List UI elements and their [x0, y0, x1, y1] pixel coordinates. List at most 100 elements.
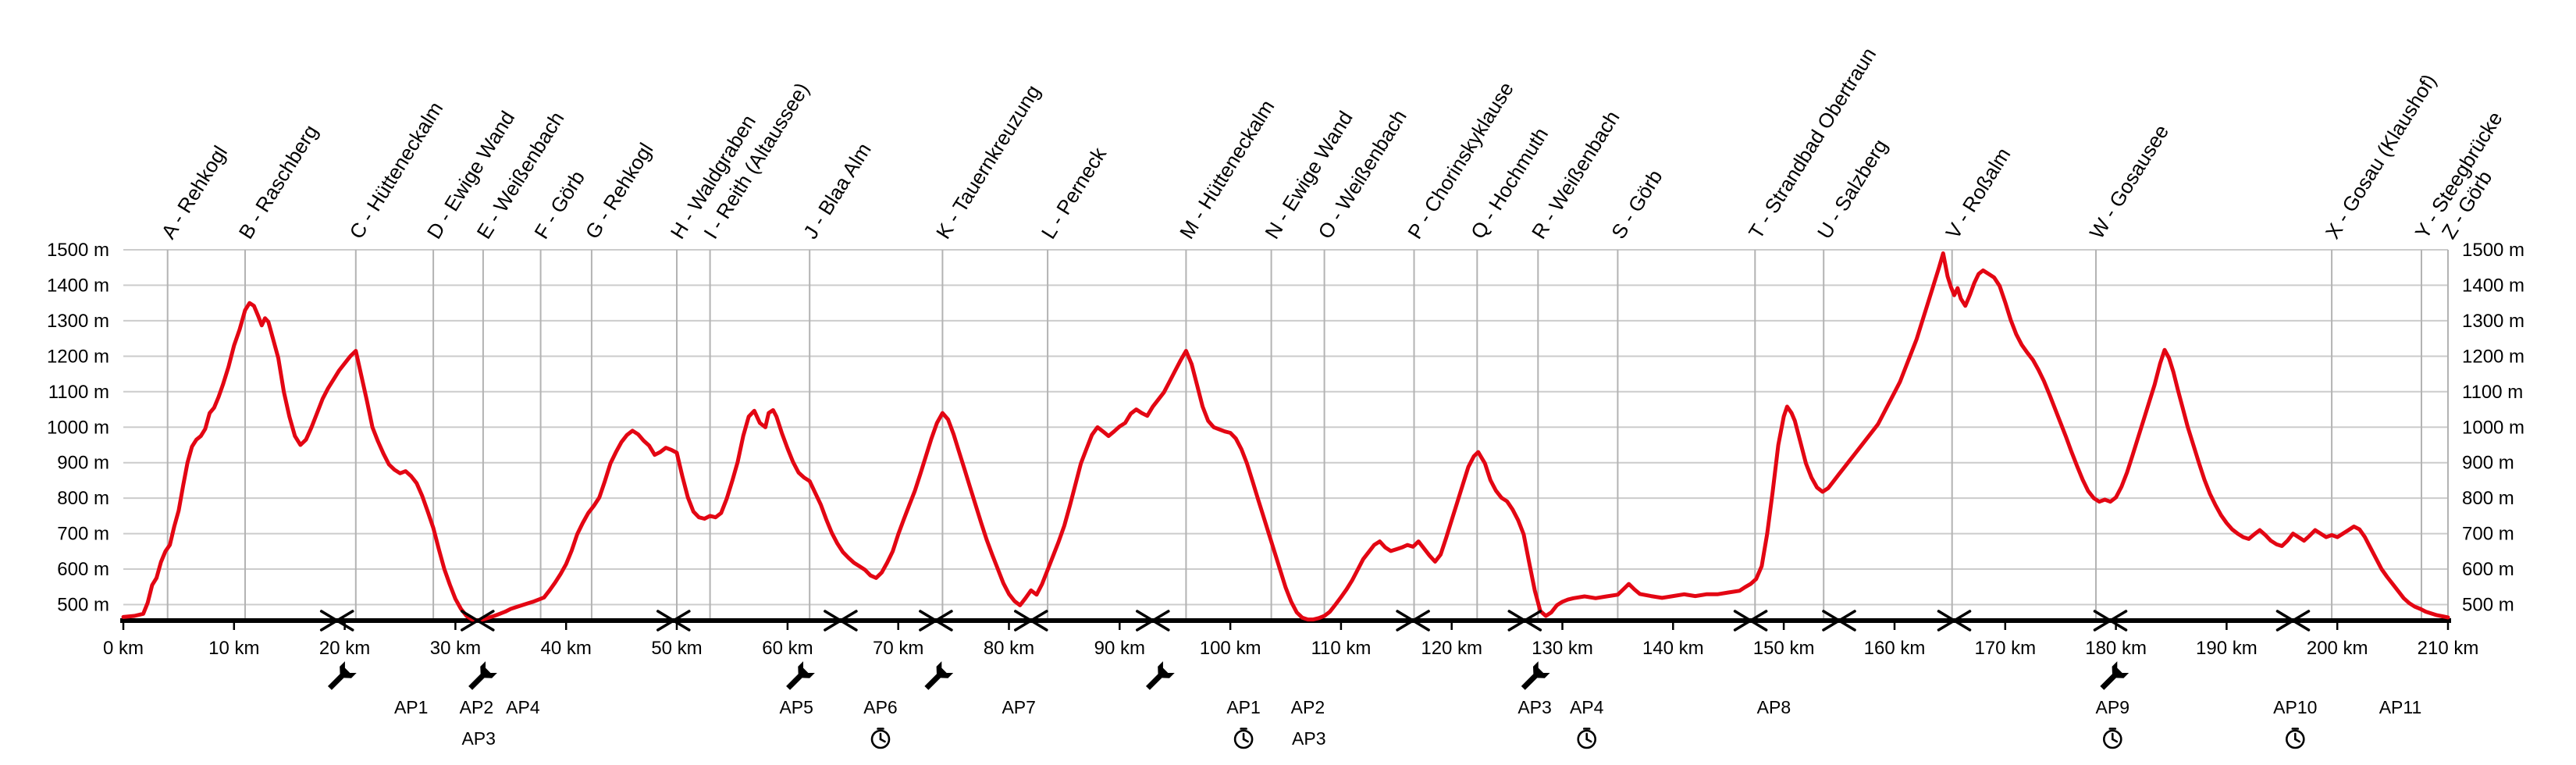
- clock-icon: [2286, 728, 2305, 749]
- y-axis-label-left: 700 m: [57, 524, 109, 545]
- crossing-mark-icon: [1822, 610, 1856, 632]
- y-axis-label-right: 1400 m: [2462, 275, 2524, 296]
- ap-label: AP7: [1002, 697, 1035, 717]
- ap-label: AP3: [1517, 697, 1551, 717]
- waypoint-label: L - Perneck: [1037, 143, 1112, 244]
- crossing-mark-icon: [319, 610, 354, 632]
- clock-icon: [1577, 728, 1596, 749]
- waypoint-label: R - Weißenbach: [1527, 106, 1624, 243]
- x-axis-label: 40 km: [541, 638, 592, 659]
- y-axis-label-left: 1300 m: [47, 311, 109, 332]
- elevation-profile-line: [121, 251, 2450, 623]
- waypoint-label: V - Roßalm: [1941, 144, 2015, 243]
- ap-label: AP5: [779, 697, 813, 717]
- clock-icon: [2103, 728, 2122, 749]
- y-axis-label-left: 800 m: [57, 488, 109, 509]
- crossing-mark-icon: [1937, 610, 1972, 632]
- y-axis-label-right: 1100 m: [2462, 382, 2523, 403]
- y-axis-label-left: 1000 m: [47, 417, 109, 438]
- ap-label: AP9: [2096, 697, 2129, 717]
- y-axis-label-left: 1500 m: [47, 240, 109, 261]
- wrench-icon: [468, 661, 497, 690]
- y-axis-label-left: 500 m: [57, 595, 109, 616]
- y-axis-label-right: 1500 m: [2462, 240, 2524, 261]
- y-axis-label-right: 1200 m: [2462, 346, 2524, 367]
- crossing-mark-icon: [824, 610, 858, 632]
- x-axis-label: 130 km: [1532, 638, 1593, 659]
- crossing-mark-icon: [656, 610, 691, 632]
- x-axis-label: 30 km: [430, 638, 481, 659]
- x-axis-label: 180 km: [2085, 638, 2147, 659]
- x-axis-label: 60 km: [762, 638, 813, 659]
- x-axis-label: 80 km: [984, 638, 1034, 659]
- y-axis-label-left: 900 m: [57, 453, 109, 474]
- x-axis-label: 160 km: [1864, 638, 1926, 659]
- ap-label: AP1: [1226, 697, 1260, 717]
- y-axis-label-right: 500 m: [2462, 595, 2514, 616]
- ap-label: AP6: [863, 697, 897, 717]
- crossing-mark-icon: [1396, 610, 1430, 632]
- wrench-icon: [1145, 661, 1175, 690]
- x-axis-label: 70 km: [873, 638, 923, 659]
- waypoint-label: A - Rehkogl: [156, 141, 232, 243]
- ap-label: AP3: [461, 728, 495, 749]
- crossing-mark-icon: [1507, 610, 1542, 632]
- waypoint-label: F - Görb: [529, 166, 589, 243]
- y-axis-label-right: 800 m: [2462, 488, 2514, 509]
- x-axis-label: 170 km: [1974, 638, 2036, 659]
- crossing-mark-icon: [919, 610, 953, 632]
- x-axis-label: 140 km: [1642, 638, 1704, 659]
- waypoint-label: K - Tauernkreuzung: [931, 80, 1044, 243]
- wrench-icon: [2100, 661, 2129, 690]
- x-axis-label: 110 km: [1311, 638, 1371, 659]
- waypoint-label: U - Salzberg: [1813, 135, 1892, 243]
- crossing-mark-icon: [1136, 610, 1170, 632]
- y-axis-label-left: 1200 m: [47, 346, 109, 367]
- waypoint-label: M - Hütteneckalm: [1175, 96, 1279, 244]
- y-axis-label-left: 600 m: [57, 559, 109, 580]
- wrench-icon: [786, 661, 815, 690]
- x-axis-label: 210 km: [2418, 638, 2479, 659]
- waypoint-label: J - Blaa Alm: [799, 139, 876, 244]
- ap-label: AP2: [460, 697, 493, 717]
- crossing-mark-icon: [460, 610, 495, 632]
- y-axis-label-left: 1100 m: [48, 382, 109, 403]
- crossing-mark-icon: [2275, 610, 2311, 632]
- ap-label: AP2: [1291, 697, 1325, 717]
- x-axis-label: 200 km: [2307, 638, 2368, 659]
- x-axis-label: 50 km: [651, 638, 702, 659]
- y-axis-label-right: 700 m: [2462, 524, 2514, 545]
- y-axis-label-right: 1300 m: [2462, 311, 2524, 332]
- ap-label: AP10: [2273, 697, 2317, 717]
- waypoint-label: G - Rehkogl: [581, 139, 658, 244]
- y-axis-label-right: 1000 m: [2462, 417, 2524, 438]
- y-axis-label-left: 1400 m: [47, 275, 109, 296]
- crossing-mark-icon: [2093, 610, 2128, 632]
- ap-label: AP3: [1292, 728, 1325, 749]
- x-axis-label: 10 km: [208, 638, 259, 659]
- y-axis-label-right: 600 m: [2462, 559, 2514, 580]
- waypoint-label: T - Strandbad Obertraun: [1744, 43, 1880, 243]
- clock-icon: [1233, 728, 1254, 749]
- x-axis-label: 0 km: [103, 638, 144, 659]
- ap-label: AP8: [1757, 697, 1791, 717]
- x-axis-label: 150 km: [1753, 638, 1815, 659]
- x-axis-label: 20 km: [319, 638, 370, 659]
- ap-label: AP4: [506, 697, 540, 717]
- x-axis-label: 100 km: [1200, 638, 1261, 659]
- crossing-mark-icon: [1014, 610, 1048, 632]
- crossing-mark-icon: [1733, 610, 1768, 632]
- waypoint-label: B - Raschberg: [234, 120, 323, 243]
- waypoint-label: W - Gosausee: [2085, 120, 2173, 243]
- ap-label: AP4: [1570, 697, 1604, 717]
- x-axis-label: 90 km: [1094, 638, 1145, 659]
- wrench-icon: [327, 661, 357, 690]
- wrench-icon: [924, 661, 954, 690]
- y-axis-label-right: 900 m: [2462, 453, 2514, 474]
- x-axis-label: 190 km: [2196, 638, 2258, 659]
- x-axis-label: 120 km: [1421, 638, 1482, 659]
- ap-label: AP1: [394, 697, 428, 717]
- wrench-icon: [1521, 661, 1550, 690]
